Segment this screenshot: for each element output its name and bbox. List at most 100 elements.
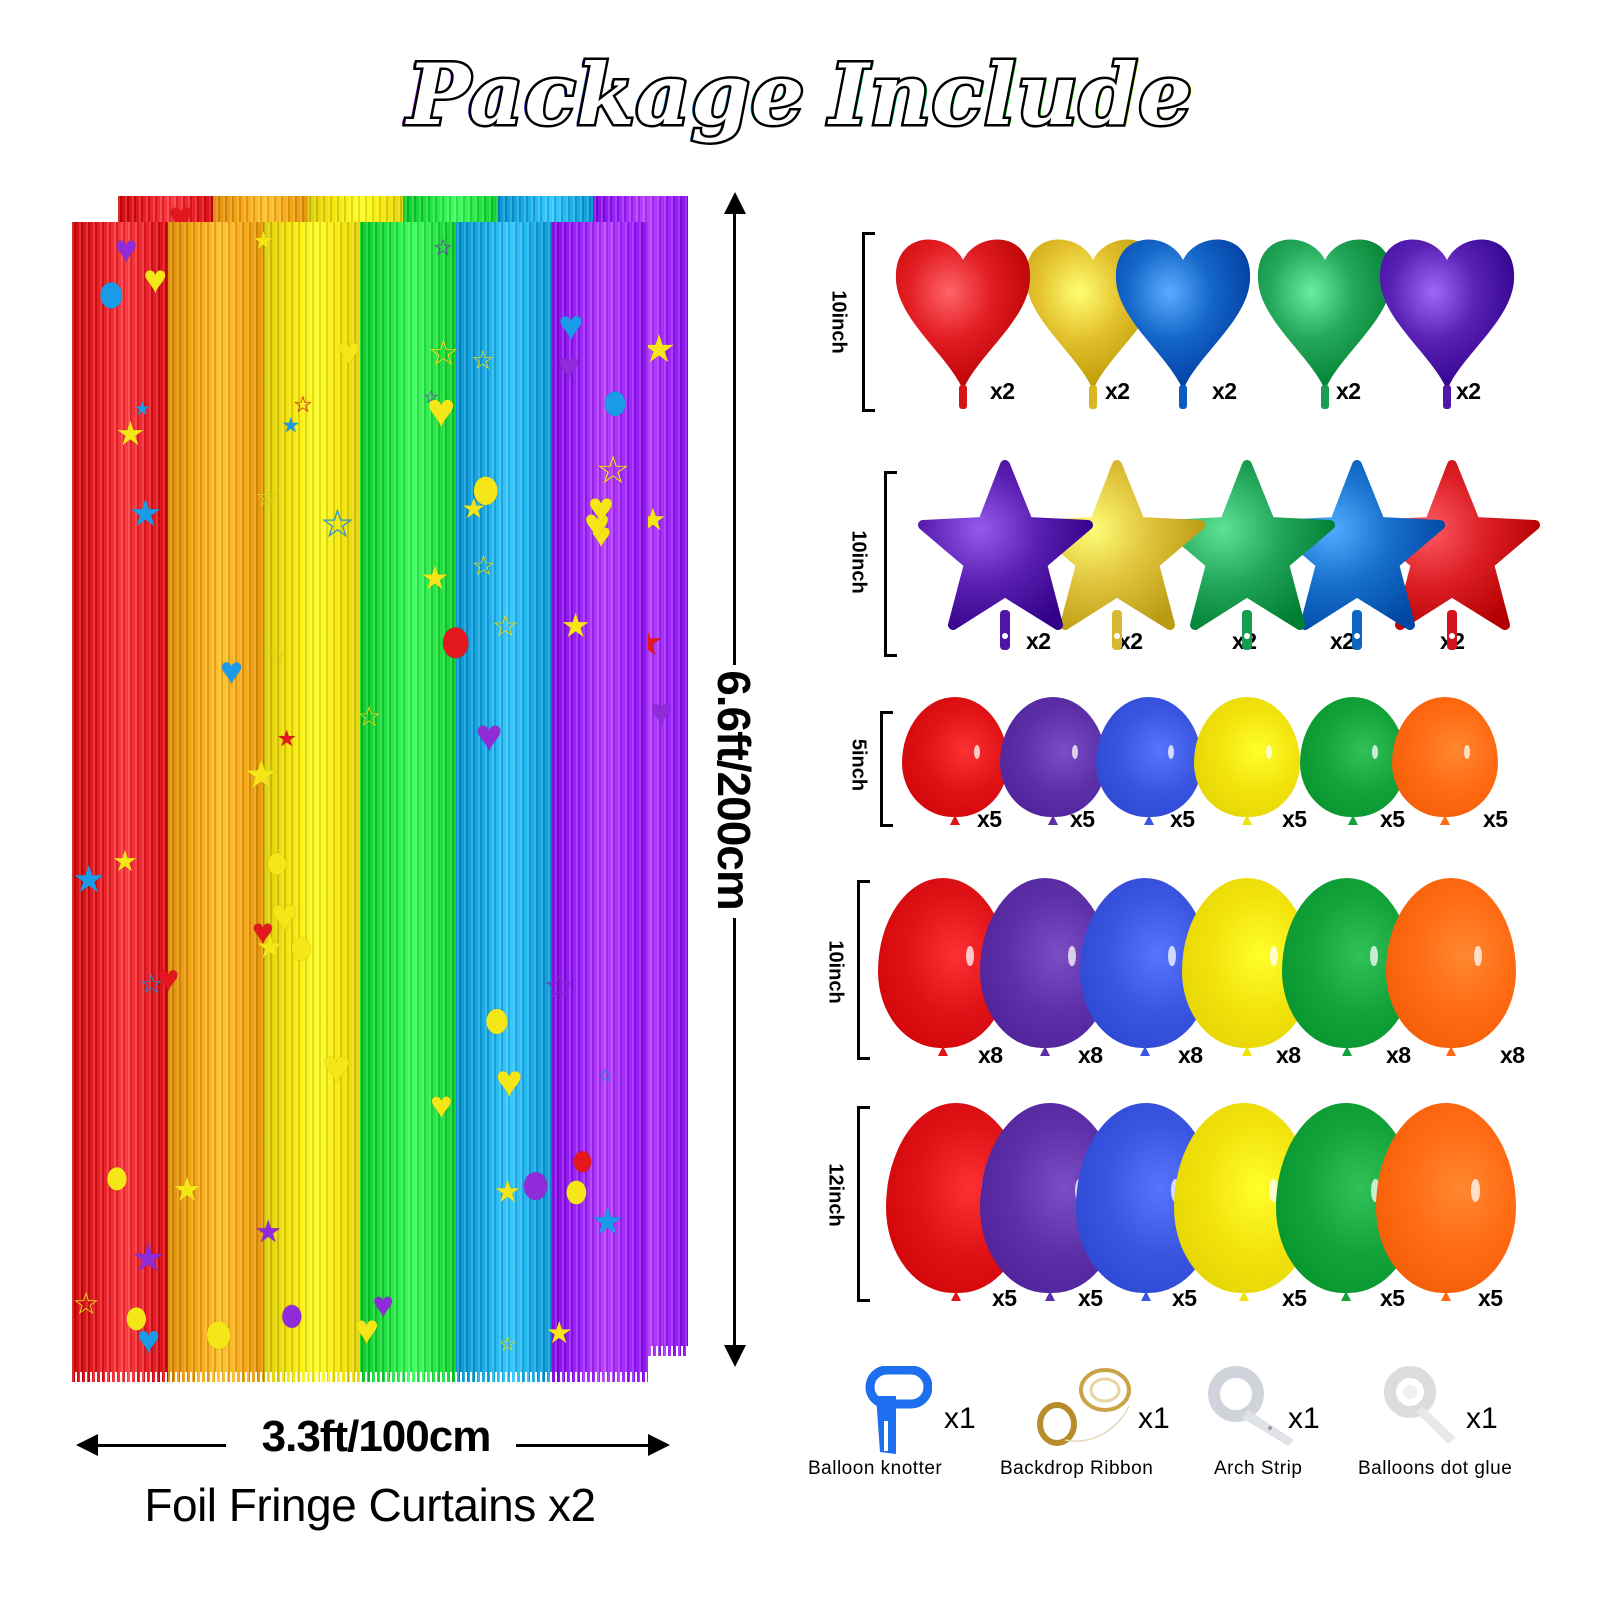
heart-decor-icon: ♥ [157, 956, 180, 999]
balloon-highlight [1370, 946, 1379, 967]
curtain-stripe [264, 222, 361, 1382]
balloon-knot [1441, 1291, 1451, 1301]
balloon-knot [1242, 815, 1252, 825]
accessory-qty: x1 [1138, 1402, 1170, 1435]
latex10-qty: x8 [1500, 1042, 1525, 1068]
star-decor-icon: ☆ [292, 391, 314, 417]
heart-qty: x2 [1212, 378, 1237, 404]
curtain-stripe [168, 222, 265, 1382]
balloon-knot [1141, 1291, 1151, 1301]
balloon-decor-icon: ● [519, 1145, 553, 1219]
star-decor-icon: ☆ [356, 700, 382, 732]
balloon-knot [1446, 1046, 1456, 1056]
arrow-right-icon [648, 1434, 670, 1456]
balloon-decor-icon: ● [278, 1284, 306, 1344]
latex10-qty: x8 [1276, 1042, 1301, 1068]
latex5-balloon [902, 697, 1008, 817]
latex10-qty: x8 [1078, 1042, 1103, 1068]
heart-qty: x2 [1105, 378, 1130, 404]
accessory-label: Balloons dot glue [1358, 1458, 1513, 1479]
balloon-highlight [974, 745, 981, 760]
latex5-balloon [1194, 697, 1300, 817]
balloon-decor-icon: ● [202, 1296, 235, 1369]
balloon-knot [1341, 1291, 1351, 1301]
star-decor-icon: ★ [590, 1199, 625, 1242]
knotter-icon [862, 1365, 933, 1461]
latex12-qty: x5 [1380, 1285, 1405, 1311]
latex12-size-bracket [857, 1106, 870, 1302]
star-decor-icon: ★ [493, 1174, 522, 1210]
star-decor-icon: ☆ [498, 1332, 518, 1356]
latex5-size-label: 5inch [847, 738, 870, 792]
balloon-highlight [1068, 946, 1077, 967]
star-decor-icon: ★ [72, 857, 106, 900]
star-decor-icon: ★ [171, 1171, 203, 1210]
balloon-highlight [1474, 946, 1483, 967]
heart-qty: x2 [1336, 378, 1361, 404]
balloon-decor-icon: ● [437, 598, 474, 679]
latex10-balloon [1386, 878, 1516, 1048]
balloon-knot [1140, 1046, 1150, 1056]
latex12-balloon [1376, 1103, 1516, 1293]
heart-decor-icon: ♥ [558, 301, 584, 350]
latex12-qty: x5 [1282, 1285, 1307, 1311]
heart-decor-icon: ♥ [114, 228, 138, 272]
accessory-label: Balloon knotter [808, 1458, 943, 1479]
height-line-top [733, 210, 736, 665]
balloon-decor-icon: ● [482, 986, 512, 1051]
star-decor-icon: ☆ [543, 967, 575, 1006]
latex5-qty: x5 [1483, 806, 1508, 832]
heart-foil-balloon [1250, 225, 1400, 420]
arrow-up-icon [724, 192, 746, 214]
balloon-highlight [1471, 1179, 1480, 1202]
balloon-decor-icon: ● [103, 1145, 131, 1206]
heart-decor-icon: ♥ [475, 709, 503, 761]
latex10-size-label: 10inch [824, 940, 847, 1004]
star-decor-icon: ★ [115, 416, 146, 454]
heart-decor-icon: ♥ [495, 1054, 523, 1107]
heart-decor-icon: ♥ [429, 1084, 453, 1128]
balloon-knot [1440, 815, 1450, 825]
latex12-size-label: 12inch [824, 1163, 847, 1227]
latex5-balloon [1392, 697, 1498, 817]
balloon-decor-icon: ● [562, 1158, 591, 1221]
width-line-left [92, 1444, 226, 1447]
star-qty: x2 [1118, 628, 1143, 654]
curtain-stripe [360, 222, 457, 1382]
balloon-highlight [1270, 946, 1279, 967]
curtain-stripe [552, 222, 648, 1382]
accessory-qty: x1 [944, 1402, 976, 1435]
ribbon-icon [1035, 1366, 1135, 1461]
latex12-qty: x5 [1078, 1285, 1103, 1311]
star-size-label: 10inch [847, 530, 870, 594]
star-decor-icon: ★ [133, 398, 151, 419]
glue-dots-icon [1382, 1366, 1462, 1451]
star-decor-icon: ☆ [423, 386, 440, 407]
heart-size-bracket [862, 232, 875, 412]
star-decor-icon: ☆ [320, 503, 355, 547]
latex5-balloon [1000, 697, 1106, 817]
balloon-decor-icon: ● [96, 257, 127, 327]
latex5-balloon [1096, 697, 1202, 817]
star-decor-icon: ★ [128, 492, 163, 535]
balloon-knot [938, 1046, 948, 1056]
star-decor-icon: ★ [130, 1237, 166, 1281]
balloon-knot [1342, 1046, 1352, 1056]
latex10-qty: x8 [978, 1042, 1003, 1068]
heart-decor-icon: ♥ [143, 256, 168, 303]
balloon-decor-icon: ● [600, 369, 630, 434]
balloon-highlight [1168, 745, 1175, 760]
balloon-highlight [1266, 745, 1273, 760]
heart-size-label: 10inch [827, 290, 850, 354]
latex5-qty: x5 [1380, 806, 1405, 832]
heart-foil-balloon [888, 225, 1038, 420]
star-decor-icon: ★ [545, 1316, 573, 1351]
curtain-height-label: 6.6ft/200cm [708, 670, 760, 910]
star-foil-balloon [918, 460, 1093, 665]
balloon-decor-icon: ● [469, 449, 503, 524]
fringe-texture [72, 222, 648, 1382]
star-decor-icon: ☆ [427, 332, 460, 373]
star-decor-icon: ☆ [471, 550, 496, 582]
latex12-qty: x5 [1172, 1285, 1197, 1311]
balloon-knot [1239, 1291, 1249, 1301]
